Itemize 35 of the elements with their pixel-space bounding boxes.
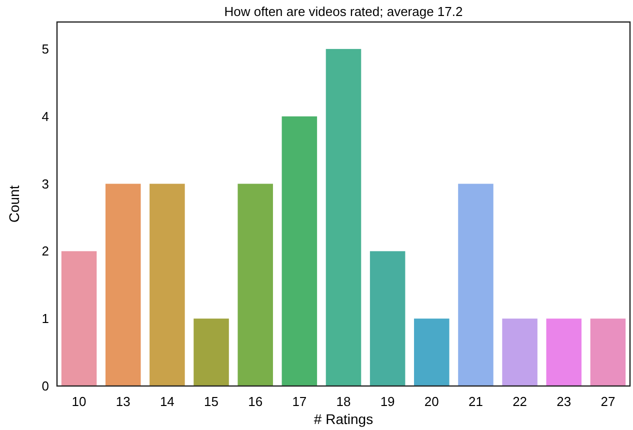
bar — [590, 318, 626, 386]
bar — [502, 318, 538, 386]
x-tick-label: 19 — [380, 394, 395, 409]
bar — [458, 184, 494, 386]
x-tick-label: 23 — [556, 394, 572, 409]
bar — [238, 184, 273, 386]
y-tick-label: 3 — [42, 176, 49, 192]
x-tick-label: 27 — [600, 394, 616, 409]
chart-title: How often are videos rated; average 17.2 — [224, 4, 463, 19]
x-tick-label: 16 — [248, 394, 263, 409]
x-tick-label: 17 — [292, 394, 307, 409]
bar — [282, 116, 318, 386]
x-tick-label: 18 — [336, 394, 351, 409]
bar — [105, 184, 141, 386]
x-tick-label: 22 — [512, 394, 528, 409]
bar — [150, 184, 185, 386]
y-axis-title: Count — [6, 185, 22, 223]
x-axis-title: # Ratings — [314, 411, 374, 427]
bar — [414, 318, 450, 386]
x-tick-label: 21 — [468, 394, 483, 409]
x-tick-label: 14 — [160, 394, 174, 409]
bar — [194, 318, 229, 386]
bar — [326, 48, 362, 386]
y-tick-label: 0 — [42, 378, 49, 394]
bar — [370, 251, 406, 386]
x-tick-label: 15 — [204, 394, 219, 409]
y-tick-label: 2 — [42, 244, 49, 259]
bar — [61, 251, 97, 386]
bar — [546, 318, 582, 386]
y-tick-label: 1 — [42, 311, 49, 326]
x-tick-label: 20 — [424, 394, 439, 409]
x-tick-label: 10 — [72, 394, 86, 409]
x-tick-label: 13 — [116, 394, 130, 409]
y-tick-label: 4 — [42, 108, 49, 124]
y-tick-label: 5 — [42, 42, 49, 57]
